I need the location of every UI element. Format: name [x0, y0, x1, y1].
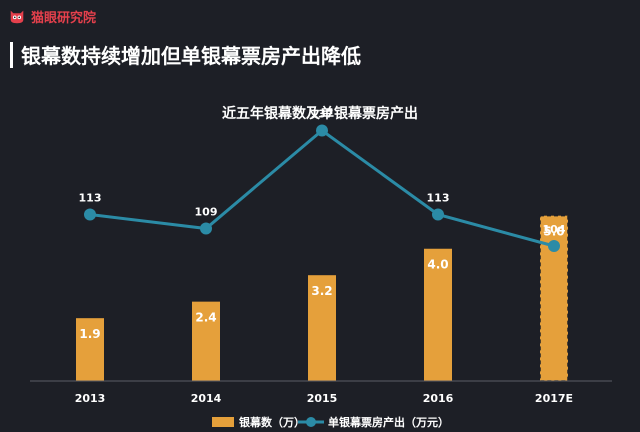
brand-name: 猫眼研究院 — [31, 10, 97, 26]
headline-accent-bar — [10, 41, 13, 68]
line-label-2015: 137 — [311, 108, 334, 121]
brand: 猫眼研究院 — [8, 6, 96, 26]
x-ticks-layer: 2013 2014 2015 2016 2017E — [75, 392, 573, 405]
x-tick-2017E: 2017E — [535, 392, 573, 405]
legend-swatch-line-marker — [306, 417, 316, 427]
line-label-2013: 113 — [79, 192, 102, 205]
x-tick-2013: 2013 — [75, 392, 106, 405]
headline-text: 银幕数持续增加但单银幕票房产出降低 — [21, 44, 361, 68]
bar-label-2016: 4.0 — [427, 258, 448, 272]
legend-label-line: 单银幕票房产出（万元） — [328, 415, 449, 429]
bar-2013 — [76, 318, 104, 381]
line-label-2017E: 104 — [543, 223, 566, 236]
line-point-2017E — [548, 240, 560, 252]
cat-face-icon — [10, 10, 24, 24]
legend: 银幕数（万） 单银幕票房产出（万元） — [212, 415, 449, 429]
page-headline: 银幕数持续增加但单银幕票房产出降低 — [10, 40, 361, 69]
line-label-2014: 109 — [195, 206, 218, 219]
line-point-2016 — [432, 208, 444, 221]
bar-label-2015: 3.2 — [311, 284, 332, 298]
x-tick-2014: 2014 — [191, 392, 222, 405]
bar-label-2017E: 5.0 — [543, 225, 564, 239]
legend-swatch-bars — [212, 417, 234, 427]
line-point-2015 — [316, 124, 328, 137]
line-point-2014 — [200, 222, 212, 235]
bar-label-2013: 1.9 — [79, 327, 100, 341]
bars-layer: 1.9 2.4 3.2 4.0 5.0 — [76, 214, 569, 382]
line-label-2016: 113 — [427, 192, 450, 205]
bar-2015 — [308, 275, 336, 381]
legend-label-bars: 银幕数（万） — [239, 415, 305, 429]
line-series-layer: 113 109 137 113 104 — [79, 108, 566, 252]
line-point-2013 — [84, 208, 96, 221]
bar-2014 — [192, 301, 220, 381]
x-tick-2016: 2016 — [423, 392, 454, 405]
line-series-path — [89, 128, 555, 248]
bar-label-2014: 2.4 — [195, 311, 216, 325]
x-tick-2015: 2015 — [307, 392, 338, 405]
bar-2016 — [424, 248, 452, 381]
chart-title: 近五年银幕数及单银幕票房产出 — [222, 105, 418, 122]
